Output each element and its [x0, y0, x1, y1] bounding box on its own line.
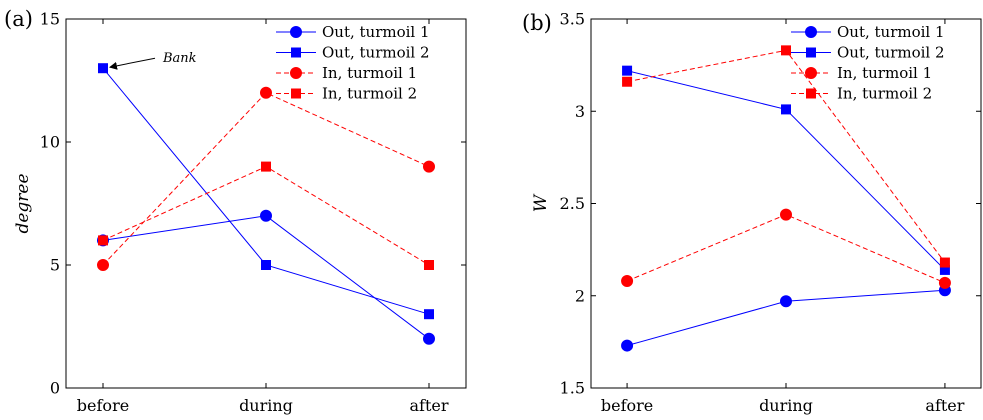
panel-b: (b) 1.5 2 2.5 3 3.5 before during after W Out, tur… — [522, 10, 982, 415]
legend-entry: Out, turmoil 1 — [322, 23, 430, 41]
y-tick-label: 0 — [50, 379, 60, 398]
series-line — [626, 214, 946, 284]
series-in-turmoil-1 — [621, 208, 951, 289]
legend-entry: In, turmoil 2 — [837, 85, 932, 103]
data-point — [780, 295, 792, 308]
y-tick-label: 2.5 — [560, 194, 585, 213]
y-tick-label: 1.5 — [560, 379, 585, 398]
data-point — [622, 65, 633, 76]
legend-entry: Out, turmoil 2 — [837, 44, 945, 62]
data-point — [423, 160, 435, 173]
data-point — [260, 86, 272, 99]
legend-marker — [290, 67, 302, 79]
legend-entry: In, turmoil 2 — [322, 85, 417, 103]
y-axis-label: degree — [13, 173, 33, 233]
annotation-text: Bank — [162, 51, 197, 66]
legend-entry: In, turmoil 1 — [322, 64, 417, 82]
x-tick-label: during — [759, 396, 813, 415]
series-out-turmoil-1 — [621, 284, 951, 352]
y-tick-label: 15 — [40, 10, 60, 29]
y-tick-label: 5 — [50, 256, 60, 275]
y-axis-label: W — [531, 193, 551, 212]
data-point — [98, 63, 108, 74]
data-point — [781, 104, 791, 115]
y-tick-label: 10 — [40, 133, 60, 152]
panel-label: (b) — [522, 11, 552, 35]
annotation-arrow — [109, 57, 156, 70]
legend-entry: In, turmoil 1 — [837, 64, 932, 82]
data-point — [939, 257, 950, 268]
data-point — [424, 309, 434, 320]
data-point — [423, 332, 435, 345]
legend-entry: Out, turmoil 1 — [837, 23, 945, 41]
data-point — [938, 276, 951, 289]
data-point — [98, 235, 108, 246]
panel-label: (a) — [4, 7, 33, 31]
x-tick-label: after — [925, 396, 964, 415]
legend-marker — [805, 67, 817, 79]
data-point — [261, 161, 271, 172]
legend-marker — [291, 47, 301, 58]
legend-marker — [290, 26, 302, 38]
legend-entry: Out, turmoil 2 — [322, 44, 430, 62]
series-in-turmoil-1 — [97, 86, 435, 271]
x-tick-label: during — [239, 396, 293, 415]
y-tick-label: 2 — [575, 286, 585, 305]
legend-marker — [805, 26, 817, 38]
series-out-turmoil-1 — [97, 209, 435, 345]
series-line — [102, 215, 430, 340]
data-point — [260, 209, 272, 222]
x-tick-label: before — [77, 396, 129, 415]
data-point — [781, 45, 791, 56]
y-tick-label: 3.5 — [560, 10, 585, 29]
x-tick-label: after — [409, 396, 448, 415]
data-point — [424, 260, 434, 270]
series-line — [102, 67, 430, 315]
legend-marker — [806, 88, 816, 99]
data-point — [622, 76, 633, 87]
series-out-turmoil-2 — [98, 63, 434, 320]
legend: Out, turmoil 1 Out, turmoil 2 In, turmoil … — [276, 23, 430, 103]
data-point — [621, 339, 634, 352]
data-point — [621, 274, 634, 287]
series-in-turmoil-2 — [622, 45, 950, 268]
panel-a: (a) 0 5 10 15 before during after degree Bank Out,… — [4, 7, 467, 415]
legend-marker — [291, 88, 301, 99]
series-in-turmoil-2 — [98, 161, 434, 270]
legend: Out, turmoil 1 Out, turmoil 2 In, turmoil … — [791, 23, 945, 103]
y-tick-label: 3 — [575, 102, 585, 121]
data-point — [780, 208, 792, 221]
legend-marker — [806, 47, 816, 58]
x-tick-label: before — [601, 396, 653, 415]
data-point — [261, 260, 271, 270]
data-point — [97, 259, 109, 271]
series-line — [102, 92, 430, 266]
